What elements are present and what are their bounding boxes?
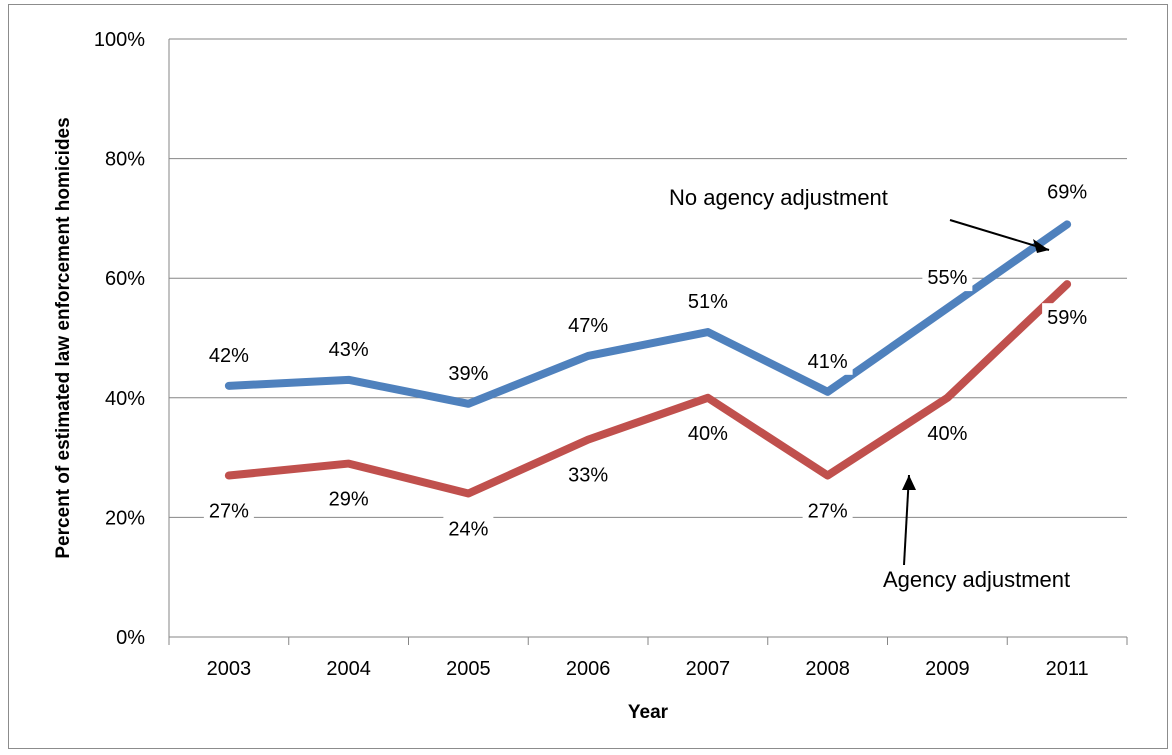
annotations: No agency adjustment Agency adjustment [669,185,1070,592]
data-label-bg [203,496,254,525]
data-label: 51% [688,291,728,313]
line-chart: 0% 20% 40% 60% 80% 100% 2003 2004 2005 2006 2007 20… [53,29,1128,723]
data-point-0 [465,400,472,407]
data-label-bg [922,418,973,447]
data-label: 59% [1047,307,1087,329]
data-label-bg [1042,177,1093,206]
y-tick-label: 20% [105,507,145,529]
data-label: 27% [808,501,848,523]
x-tick-label: 2003 [207,658,252,680]
data-label: 24% [448,518,488,540]
data-labels: 42% 43% 39% 47% 51% 41% 55% 69% 27% 29% 24% 33% 40% 2… [203,177,1093,543]
data-label: 43% [329,339,369,361]
data-point-0 [824,388,831,395]
data-label-bg [682,418,733,447]
x-tick-label: 2006 [566,658,611,680]
data-label-bg [563,460,614,489]
data-label-bg [802,346,853,375]
data-label-bg [682,287,733,316]
series-line-1 [224,280,1072,498]
data-label: 27% [209,501,249,523]
data-label: 39% [448,363,488,385]
data-point-1 [1064,281,1071,288]
annotation-arrow-line [949,219,1050,251]
data-point-0 [225,382,232,389]
y-tick-label: 100% [94,29,145,51]
y-tick-label: 60% [105,268,145,290]
data-label-bg [802,496,853,525]
x-tick-label: 2004 [326,658,371,680]
data-label-bg [563,310,614,339]
data-label-bg [1042,303,1093,332]
data-point-0 [1064,221,1071,228]
data-point-1 [465,490,472,497]
data-point-1 [225,472,232,479]
annotation-arrow-head [1033,239,1049,253]
chart-frame: 0% 20% 40% 60% 80% 100% 2003 2004 2005 2006 2007 20… [8,4,1168,749]
axes: 0% 20% 40% 60% 80% 100% 2003 2004 2005 2006 2007 20… [94,29,1128,680]
annotation-agency-adjustment: Agency adjustment [883,567,1070,592]
y-tick-label: 80% [105,149,145,171]
y-tick-label: 40% [105,388,145,410]
annotation-arrow-head [902,475,916,490]
gridlines [169,38,1127,518]
data-label: 55% [927,267,967,289]
series-line-0 [224,220,1072,408]
data-point-1 [824,472,831,479]
annotation-no-agency-adjustment: No agency adjustment [669,185,888,210]
data-point-1 [585,436,592,443]
data-point-0 [345,376,352,383]
data-label: 41% [808,351,848,373]
x-tick-label: 2009 [925,658,970,680]
data-label-bg [443,514,494,543]
x-axis-title: Year [628,702,669,723]
data-label-bg [922,263,973,292]
data-point-0 [585,352,592,359]
data-point-1 [704,394,711,401]
y-axis-title: Percent of estimated law enforcement hom… [53,117,74,558]
x-tick-label: 2005 [446,658,491,680]
y-tick-label: 0% [116,627,145,649]
data-label: 69% [1047,181,1087,203]
x-tick-label: 2007 [686,658,731,680]
data-label: 33% [568,465,608,487]
series-lines [224,220,1072,498]
data-label-bg [323,334,374,363]
data-label-bg [203,340,254,369]
data-label: 40% [688,423,728,445]
data-point-0 [704,329,711,336]
data-point-0 [944,305,951,312]
x-tick-label: 2011 [1046,658,1089,680]
data-label: 29% [329,489,369,511]
data-point-1 [345,460,352,467]
data-label-bg [323,484,374,513]
data-label: 47% [568,315,608,337]
x-tick-label: 2008 [805,658,850,680]
data-label: 42% [209,345,249,367]
data-point-1 [944,394,951,401]
data-label: 40% [927,423,967,445]
data-label-bg [443,358,494,387]
